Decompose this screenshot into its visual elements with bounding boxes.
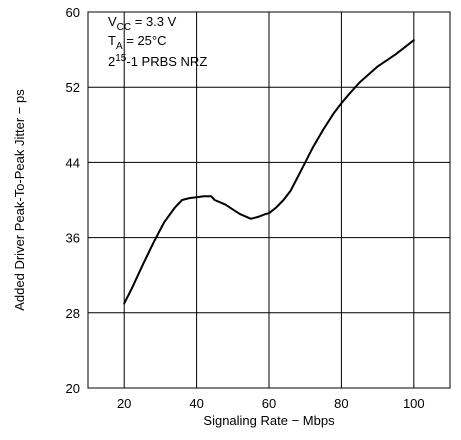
y-tick-label: 36 — [66, 231, 80, 246]
x-tick-labels: 20 40 60 80 100 — [117, 396, 425, 411]
annotation-vcc: VCC = 3.3 V — [108, 14, 177, 33]
x-tick-label: 100 — [403, 396, 425, 411]
series-group — [123, 39, 415, 305]
x-tick-label: 60 — [262, 396, 276, 411]
x-tick-label: 40 — [189, 396, 203, 411]
y-tick-label: 60 — [66, 5, 80, 20]
y-tick-label: 44 — [66, 155, 80, 170]
y-tick-label: 20 — [66, 381, 80, 396]
y-axis-title: Added Driver Peak-To-Peak Jitter − ps — [12, 89, 27, 311]
plot-frame — [87, 11, 451, 389]
y-tick-label: 28 — [66, 306, 80, 321]
annotation-prbs: 215-1 PRBS NRZ — [108, 53, 207, 69]
y-tick-label: 52 — [66, 80, 80, 95]
annotation-block: VCC = 3.3 V TA = 25°C 215-1 PRBS NRZ — [108, 14, 207, 69]
x-tick-label: 20 — [117, 396, 131, 411]
y-tick-labels: 20 28 36 44 52 60 — [66, 5, 80, 396]
x-axis-title: Signaling Rate − Mbps — [203, 413, 335, 428]
series-line — [123, 39, 415, 305]
annotation-ta: TA = 25°C — [108, 33, 167, 52]
x-tick-label: 80 — [334, 396, 348, 411]
